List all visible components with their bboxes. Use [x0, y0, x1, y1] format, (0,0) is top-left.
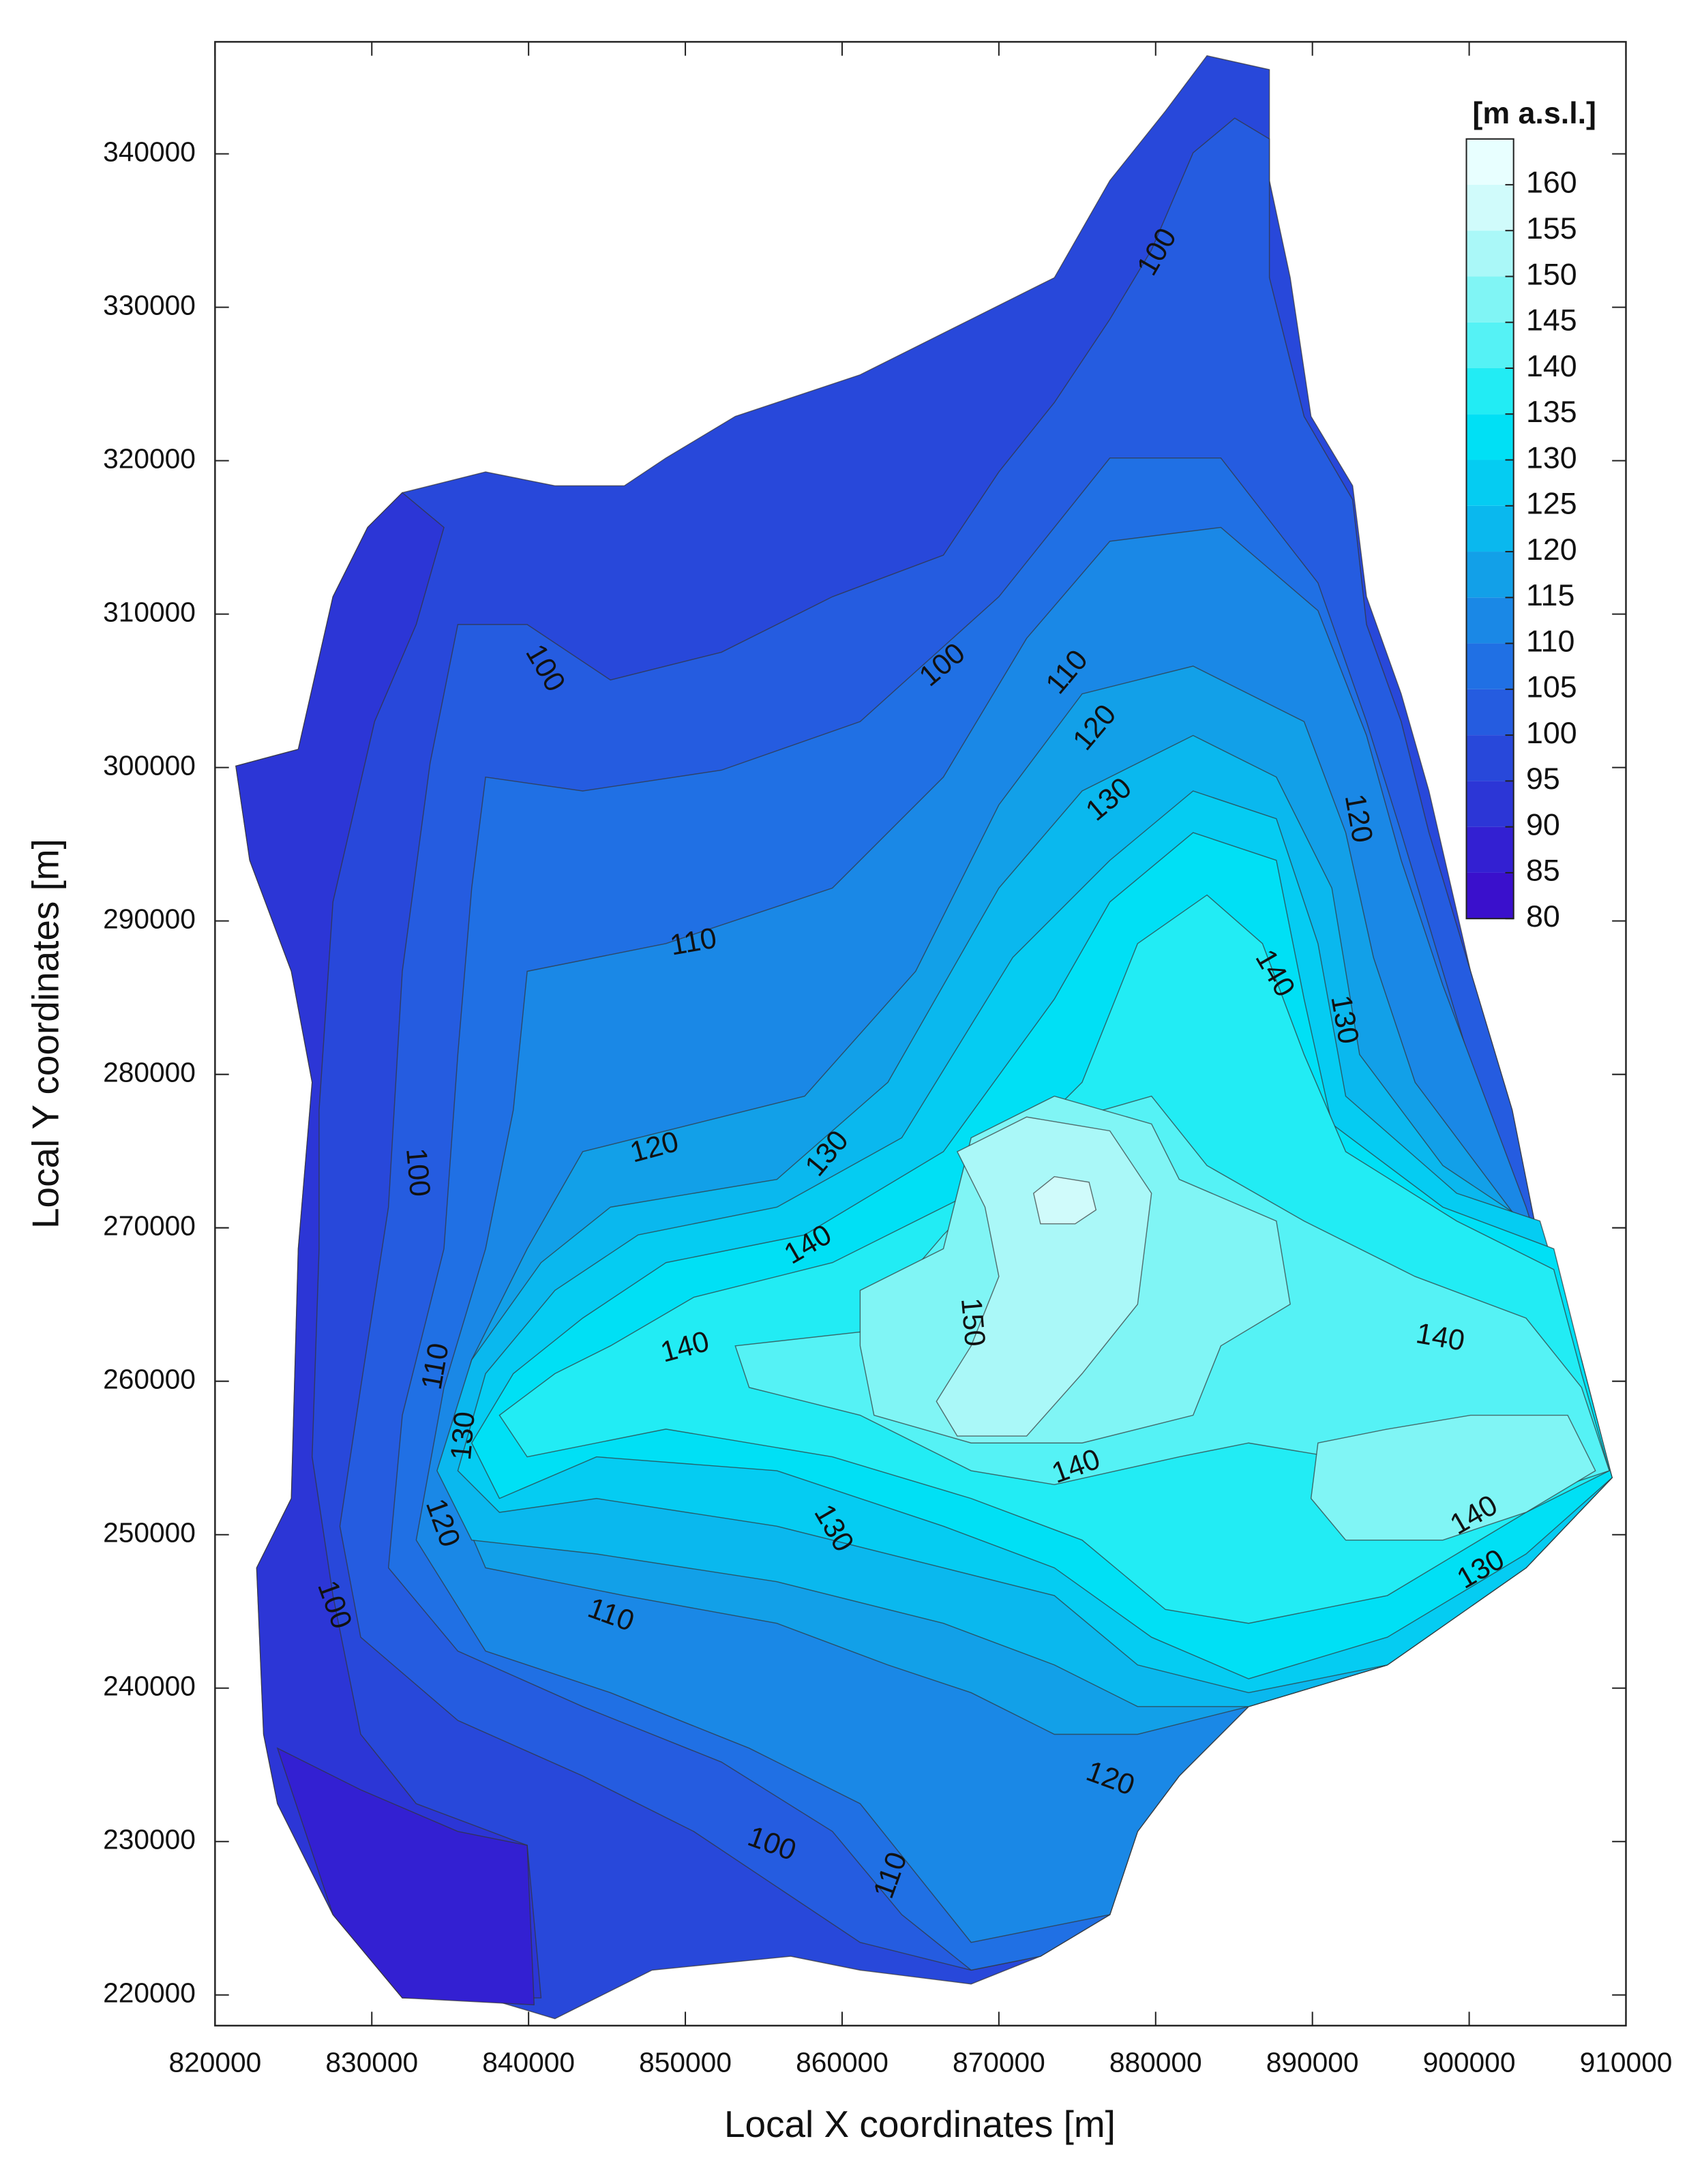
colorbar-label: 120: [1526, 533, 1577, 567]
colorbar-bin: [1466, 138, 1514, 185]
colorbar-bin: [1466, 414, 1514, 460]
x-tick-label: 880000: [1109, 2046, 1202, 2078]
contour-label: 150: [955, 1296, 991, 1347]
contour-label: 140: [1414, 1317, 1467, 1358]
x-tick-label: 850000: [639, 2046, 732, 2078]
contour-label: 130: [445, 1410, 481, 1461]
x-tick-label: 870000: [953, 2046, 1045, 2078]
colorbar-label: 85: [1526, 854, 1560, 888]
colorbar-label: 80: [1526, 899, 1560, 933]
x-tick-label: 820000: [168, 2046, 261, 2078]
colorbar-bin: [1466, 735, 1514, 781]
y-tick-label: 250000: [103, 1516, 196, 1548]
colorbar-bin: [1466, 826, 1514, 873]
y-tick-label: 300000: [103, 749, 196, 781]
colorbar-label: 90: [1526, 807, 1560, 841]
contour-label: 130: [1324, 993, 1365, 1047]
y-tick-label: 230000: [103, 1823, 196, 1855]
y-tick-label: 220000: [103, 1977, 196, 2008]
contour-region: [1032, 1176, 1097, 1225]
colorbar-title: [m a.s.l.]: [1472, 96, 1596, 130]
colorbar-bin: [1466, 276, 1514, 323]
colorbar-label: 145: [1526, 303, 1577, 338]
y-tick-label: 290000: [103, 903, 196, 934]
y-tick-label: 280000: [103, 1056, 196, 1088]
x-tick-label: 830000: [325, 2046, 418, 2078]
x-tick-label: 860000: [796, 2046, 889, 2078]
x-axis-label: Local X coordinates [m]: [724, 2103, 1116, 2145]
colorbar-bin: [1466, 643, 1514, 689]
y-tick-label: 310000: [103, 596, 196, 627]
colorbar-label: 150: [1526, 257, 1577, 291]
contour-region: [1310, 1414, 1596, 1541]
colorbar-frame: [1465, 138, 1514, 920]
colorbar-label: 155: [1526, 211, 1577, 245]
x-tick-label: 840000: [482, 2046, 575, 2078]
colorbar-label: 130: [1526, 440, 1577, 475]
y-tick-label: 320000: [103, 443, 196, 474]
colorbar-label: 140: [1526, 349, 1577, 383]
contour-label: 120: [1339, 792, 1379, 846]
y-axis-label: Local Y coordinates [m]: [25, 839, 67, 1229]
contour-region: [276, 1747, 535, 2005]
colorbar-label: 125: [1526, 487, 1577, 521]
colorbar-label: 95: [1526, 762, 1560, 796]
colorbar-bin: [1466, 552, 1514, 598]
colorbar-bin: [1466, 368, 1514, 415]
x-tick-label: 900000: [1423, 2046, 1516, 2078]
colorbar-label: 110: [1526, 624, 1574, 658]
colorbar-label: 160: [1526, 166, 1577, 200]
colorbar-bin: [1466, 230, 1514, 277]
colorbar-label: 105: [1526, 670, 1577, 704]
colorbar-label: 115: [1526, 578, 1574, 612]
colorbar-bin: [1466, 872, 1514, 919]
x-tick-label: 910000: [1580, 2046, 1673, 2078]
colorbar-bin: [1466, 597, 1514, 644]
contour-label: 100: [400, 1147, 436, 1198]
contour-label: 110: [668, 922, 719, 962]
colorbar-bin: [1466, 460, 1514, 506]
y-tick-label: 330000: [103, 289, 196, 320]
plot-frame: [214, 41, 1627, 2026]
colorbar-bin: [1466, 184, 1514, 231]
colorbar-bin: [1466, 781, 1514, 827]
colorbar-bin: [1466, 689, 1514, 736]
y-tick-label: 240000: [103, 1670, 196, 1701]
colorbar-label: 135: [1526, 395, 1577, 429]
y-tick-label: 260000: [103, 1363, 196, 1394]
contour-fill: [235, 55, 1613, 2020]
x-tick-label: 890000: [1266, 2046, 1359, 2078]
colorbar-bin: [1466, 322, 1514, 368]
y-tick-label: 270000: [103, 1210, 196, 1241]
contour-label: 110: [415, 1341, 456, 1392]
colorbar-label: 100: [1526, 716, 1577, 750]
contour-region: [936, 1116, 1152, 1437]
y-tick-label: 340000: [103, 136, 196, 167]
colorbar-bin: [1466, 505, 1514, 552]
contour-region: [235, 492, 542, 1999]
